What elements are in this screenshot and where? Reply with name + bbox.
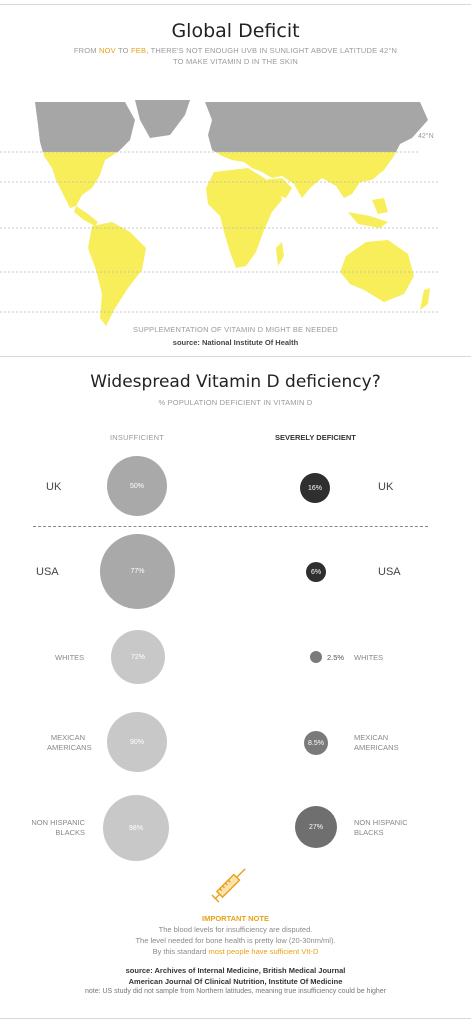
severe-bubble-whites <box>310 651 322 663</box>
insufficient-bubble-mexican: 90% <box>107 712 167 772</box>
severe-bubble-uk: 16% <box>300 473 330 503</box>
important-note-line1: The blood levels for insufficiency are d… <box>158 925 313 934</box>
severe-value-whites: 2.5% <box>327 653 345 662</box>
row-label-usa: USA <box>36 566 59 578</box>
top-divider <box>0 4 471 5</box>
row-label-mexican-right: MEXICAN AMERICANS <box>354 733 399 752</box>
deficiency-subtitle: % POPULATION DEFICIENT IN VITAMIN D <box>158 398 313 407</box>
bottom-divider <box>0 1018 471 1019</box>
row-label-mexican: MEXICAN AMERICANS <box>47 733 92 752</box>
row-label-whites: WHITES <box>55 653 85 662</box>
global-deficit-subtitle: FROM NOV TO FEB, THERE'S NOT ENOUGH UVB … <box>73 46 398 55</box>
row-label-usa-right: USA <box>378 566 401 578</box>
important-note-title: IMPORTANT NOTE <box>202 914 269 923</box>
map-caption: SUPPLEMENTATION OF VITAMIN D MIGHT BE NE… <box>133 325 338 334</box>
severe-bubble-blacks: 27% <box>295 806 337 848</box>
insufficient-bubble-blacks: 98% <box>103 795 169 861</box>
source-line2: American Journal Of Clinical Nutrition, … <box>128 977 343 986</box>
important-note-line2: The level needed for bone health is pret… <box>135 936 336 945</box>
insufficient-bubble-uk: 50% <box>107 456 167 516</box>
row-label-whites-right: WHITES <box>354 653 384 662</box>
row-label-blacks: NON HISPANIC BLACKS <box>31 818 85 837</box>
uk-usa-divider <box>33 526 428 527</box>
severe-bubble-mexican: 8.5% <box>304 731 328 755</box>
row-label-blacks-right: NON HISPANIC BLACKS <box>354 818 408 837</box>
severe-bubble-usa: 6% <box>306 562 326 582</box>
source-line1: source: Archives of Internal Medicine, B… <box>125 966 346 975</box>
row-label-uk: UK <box>46 481 62 493</box>
global-deficit-subtitle-line2: TO MAKE VITAMIN D IN THE SKIN <box>173 57 298 66</box>
footnote: note: US study did not sample from North… <box>84 988 387 995</box>
world-map <box>0 100 440 326</box>
important-note-line3: By this standard most people have suffic… <box>152 947 319 956</box>
latitude-label: 42°N <box>418 133 434 140</box>
insufficient-bubble-usa: 77% <box>100 534 175 609</box>
deficiency-title: Widespread Vitamin D deficiency? <box>90 372 381 392</box>
global-deficit-title: Global Deficit <box>171 20 300 42</box>
row-label-uk-right: UK <box>378 481 394 493</box>
column-header-severe: SEVERELY DEFICIENT <box>275 433 356 442</box>
column-header-insufficient: INSUFFICIENT <box>110 433 165 442</box>
syringe-icon <box>211 868 246 903</box>
insufficient-bubble-whites: 72% <box>111 630 165 684</box>
map-source: source: National Institute Of Health <box>172 338 299 347</box>
section-divider <box>0 356 471 357</box>
